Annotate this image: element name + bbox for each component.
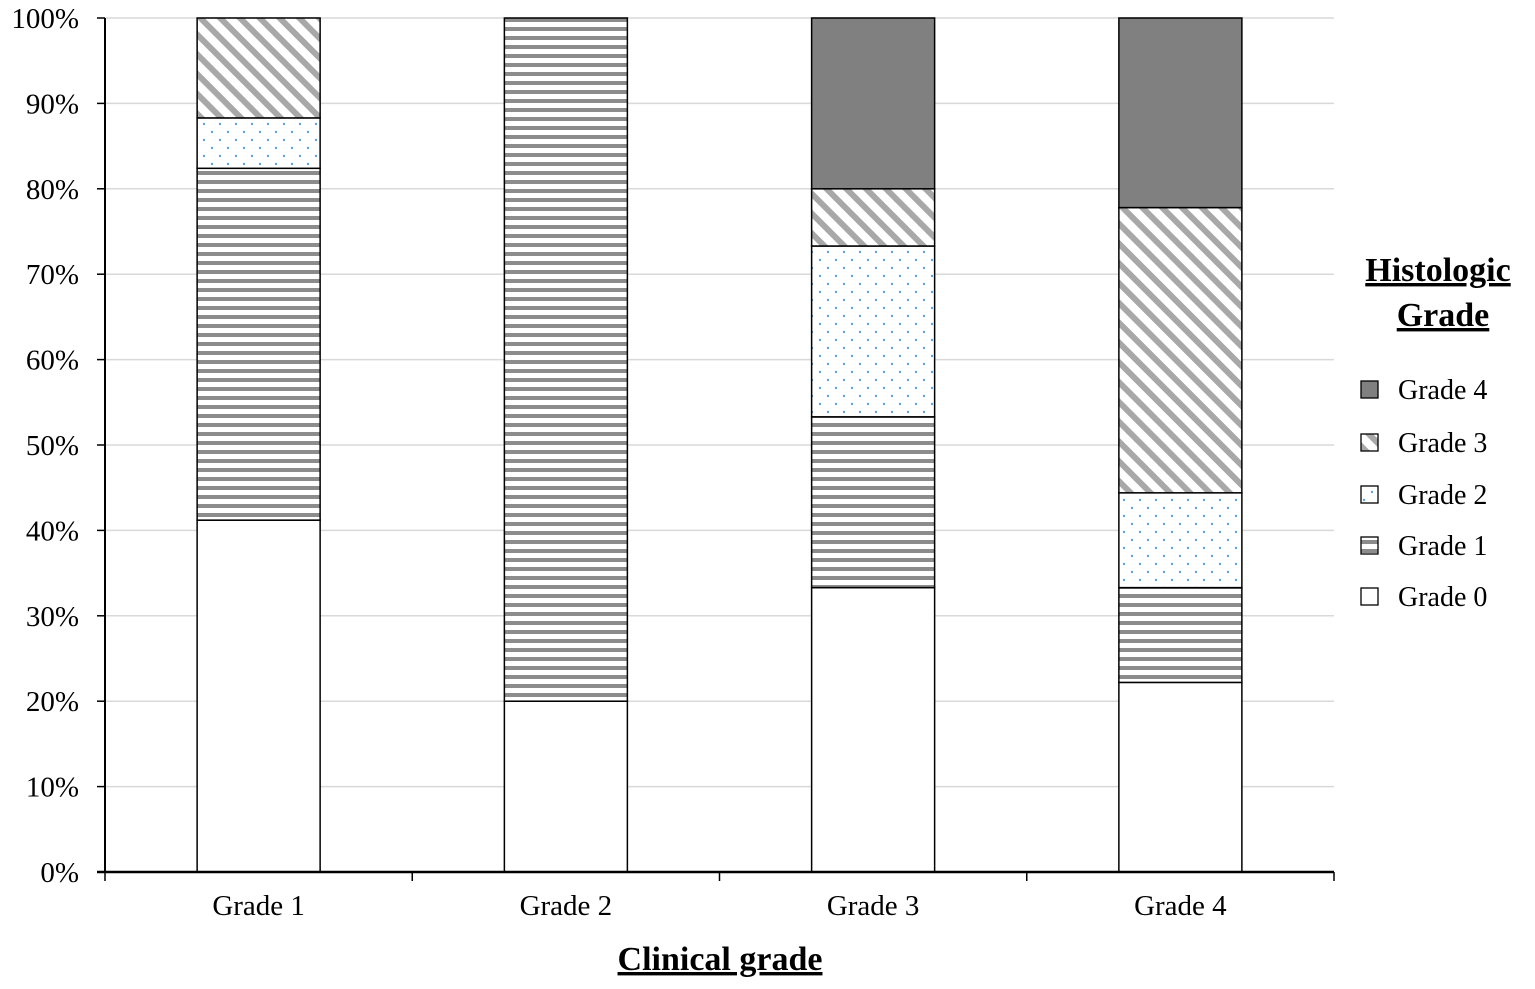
y-tick-label: 80% [26,174,79,206]
y-tick-label: 50% [26,430,79,462]
y-tick-label: 20% [26,686,79,718]
legend-swatch-grade-0 [1360,587,1379,606]
y-tick-label: 60% [26,345,79,377]
legend-label-grade-0: Grade 0 [1398,582,1487,613]
x-tick-label: Grade 2 [520,890,613,922]
labels-layer: 0% 10% 20% 30% 40% 50% 60% 70% 80% 90% 100% Grade 1… [11,3,1227,978]
bar-segment-grade-3 [810,188,936,247]
y-tick-label: 0% [40,857,79,889]
bar-segment-grade-0 [503,700,629,873]
bar-segment-grade-3 [196,17,321,119]
y-tick-label: 10% [26,772,79,804]
legend-swatch-grade-4 [1360,380,1379,399]
legend-label-grade-4: Grade 4 [1398,375,1487,406]
legend-swatch-grade-1 [1360,536,1379,555]
bar-segment-grade-2 [196,117,321,170]
bar-segment-grade-2 [810,245,936,418]
legend-title: Grade [1397,297,1490,334]
bar-segment-grade-2 [1118,492,1243,589]
bar-segment-grade-0 [810,586,936,873]
bars-layer [196,17,1243,873]
y-tick-label: 40% [26,515,79,547]
bar-segment-grade-4 [810,17,936,190]
y-tick-label: 70% [26,259,79,291]
legend-swatch-grade-3 [1360,433,1379,452]
bar-segment-grade-0 [196,519,321,873]
legend-title: Histologic [1365,252,1510,289]
legend: Histologic Grade Grade 4 Grade 3 Grade 2 Grad… [1360,252,1511,613]
bar-segment-grade-3 [1118,206,1243,494]
y-tick-label: 90% [26,88,79,120]
legend-label-grade-3: Grade 3 [1398,428,1487,459]
bar-segment-grade-1 [1118,586,1243,684]
bar-segment-grade-1 [196,167,321,521]
axes-layer [97,17,1335,881]
bar-segment-grade-0 [1118,681,1243,873]
x-axis-title: Clinical grade [618,941,823,978]
x-tick-label: Grade 1 [212,890,305,922]
x-tick-label: Grade 4 [1134,890,1227,922]
legend-swatch-grade-2 [1360,485,1379,504]
bar-segment-grade-4 [1118,17,1243,209]
x-tick-label: Grade 3 [827,890,920,922]
y-tick-label: 30% [26,601,79,633]
legend-label-grade-1: Grade 1 [1398,531,1487,562]
y-tick-label: 100% [11,3,79,35]
bar-segment-grade-1 [810,416,936,589]
bar-segment-grade-1 [503,17,629,702]
legend-label-grade-2: Grade 2 [1398,480,1487,511]
